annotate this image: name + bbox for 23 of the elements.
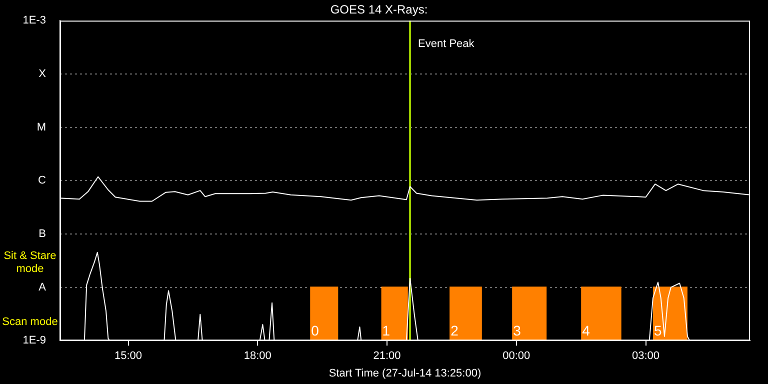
chart-title: GOES 14 X-Rays: — [330, 2, 428, 17]
band-label: 0 — [311, 322, 320, 338]
y-tick-label: B — [38, 228, 46, 240]
y-tick-label: A — [38, 281, 47, 294]
y-tick-label: 1E-9 — [22, 334, 46, 347]
text: Sit & Stare mode — [2, 250, 58, 276]
x-tick-label: 00:00 — [502, 350, 530, 362]
band-label: 4 — [582, 322, 590, 338]
text: Scan mode — [1, 316, 59, 329]
y-tick-label: 1E-3 — [22, 14, 46, 27]
x-tick-label: 18:00 — [244, 350, 272, 362]
band-label: 1 — [382, 322, 390, 338]
x-tick-label: 03:00 — [632, 350, 660, 362]
band-label: 3 — [513, 322, 522, 338]
y-tick-label: M — [36, 121, 46, 134]
y-tick-label: X — [38, 68, 47, 80]
ref-line-label: Event Peak — [418, 38, 475, 50]
band-label: 2 — [450, 322, 459, 338]
x-tick-label: 15:00 — [114, 350, 142, 362]
y-tick-label: C — [38, 174, 46, 187]
x-tick-label: 21:00 — [373, 350, 401, 362]
band-label: 5 — [654, 322, 662, 338]
x-axis-title: Start Time (27-Jul-14 13:25:00) — [328, 367, 482, 380]
